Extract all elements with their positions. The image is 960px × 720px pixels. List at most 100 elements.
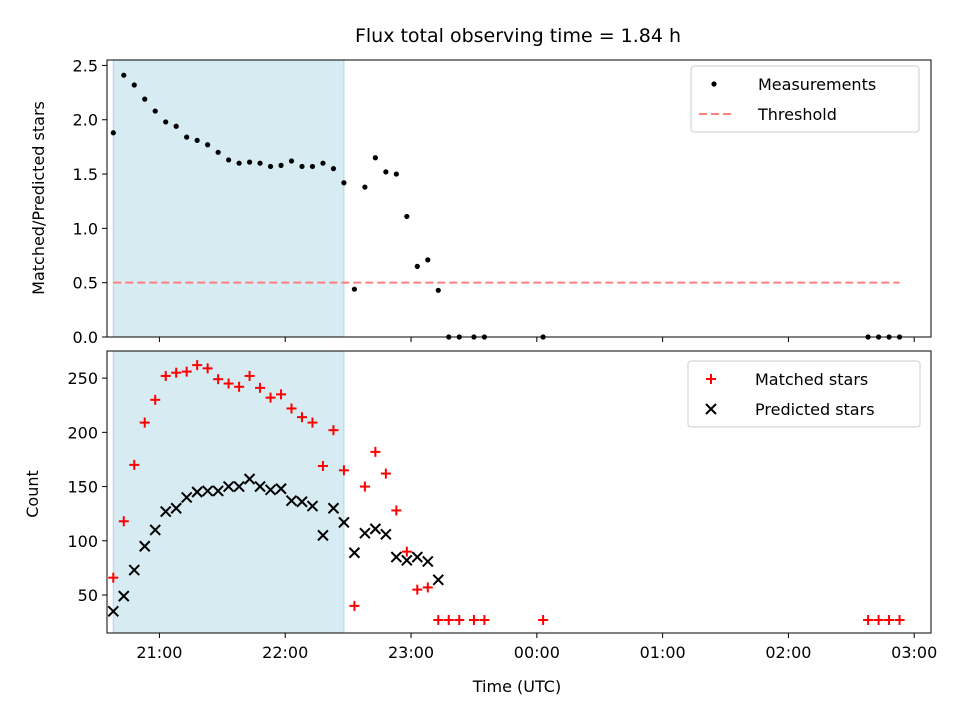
data-point	[264, 484, 277, 496]
x-b	[191, 486, 203, 498]
data-point	[121, 72, 127, 78]
data-point	[233, 480, 245, 493]
y-tick-label: 100	[67, 532, 98, 551]
data-point	[243, 473, 256, 485]
data-point	[246, 159, 253, 165]
x-b	[369, 523, 382, 535]
data-point	[108, 572, 119, 583]
legend-box	[687, 360, 921, 428]
data-point	[191, 486, 203, 498]
x-b	[139, 540, 151, 552]
data-point	[223, 378, 234, 389]
data-point	[317, 460, 328, 471]
data-point	[152, 108, 158, 114]
data-point	[150, 394, 161, 405]
legend-label: Predicted stars	[755, 400, 875, 419]
data-point	[118, 590, 130, 602]
x-b	[401, 554, 413, 567]
data-point	[468, 614, 479, 625]
x-b	[432, 574, 444, 586]
x-tick-label: 03:00	[891, 643, 937, 662]
data-point	[422, 555, 434, 568]
data-point	[201, 485, 214, 497]
y-tick-label: 150	[67, 478, 98, 497]
shaded-observing-span	[112, 350, 345, 634]
data-point	[351, 286, 358, 292]
data-point	[362, 184, 368, 190]
y-tick-label: 1.5	[73, 165, 98, 184]
data-point	[278, 162, 284, 168]
data-point	[160, 505, 172, 518]
data-point	[414, 263, 420, 269]
data-point	[265, 392, 276, 403]
x-b	[317, 529, 329, 542]
data-point	[894, 614, 905, 625]
data-point	[380, 468, 391, 479]
data-point	[479, 614, 490, 625]
data-point	[348, 547, 361, 559]
data-point	[443, 614, 454, 625]
x-b	[411, 551, 424, 563]
data-point	[383, 169, 389, 175]
x-b	[254, 480, 266, 493]
series-predicted-stars	[107, 473, 444, 618]
data-point	[192, 360, 203, 371]
data-point	[338, 516, 350, 529]
axes-frame	[106, 350, 932, 634]
legend-box	[690, 65, 920, 133]
series-matched-stars	[108, 360, 905, 625]
data-point	[538, 614, 549, 625]
data-point	[884, 614, 895, 625]
data-point	[299, 163, 305, 170]
x-b	[222, 480, 235, 493]
data-point	[422, 582, 433, 593]
x-tick-label: 02:00	[765, 643, 811, 662]
data-point	[390, 551, 403, 563]
y-tick-label: 1.0	[73, 219, 98, 238]
x-b	[160, 505, 172, 518]
data-point	[341, 180, 347, 186]
data-point	[236, 160, 242, 166]
data-point	[254, 480, 266, 493]
data-point	[255, 382, 266, 393]
data-point	[433, 614, 444, 625]
data-point	[181, 366, 192, 377]
x-axis-title: Time (UTC)	[472, 677, 561, 696]
x-b	[128, 564, 140, 576]
data-point	[359, 527, 371, 539]
x-b	[201, 485, 214, 497]
x-b	[149, 524, 161, 536]
data-point	[139, 540, 151, 552]
data-point	[142, 96, 148, 102]
data-point	[110, 130, 116, 136]
x-b	[422, 555, 434, 568]
x-b	[107, 605, 119, 618]
data-point	[296, 412, 307, 423]
y-tick-label: 2.0	[73, 111, 98, 130]
x-b	[390, 551, 403, 563]
x-b	[380, 528, 392, 541]
data-point	[411, 551, 424, 563]
x-b	[338, 516, 350, 529]
y-tick-label: 50	[78, 586, 98, 605]
data-point	[129, 459, 140, 470]
x-b	[170, 502, 182, 514]
data-point	[275, 483, 287, 495]
x-b	[233, 480, 245, 493]
data-point	[288, 158, 295, 164]
x-tick-label: 23:00	[388, 643, 434, 662]
data-point	[257, 160, 263, 166]
x-b	[348, 547, 361, 559]
data-point	[244, 370, 255, 381]
data-point	[307, 417, 318, 428]
data-point	[212, 485, 224, 497]
data-point	[226, 157, 232, 163]
y-tick-label: 250	[67, 369, 98, 388]
x-b	[180, 491, 193, 504]
axes-frame	[106, 59, 932, 338]
x-tick-label: 22:00	[262, 643, 308, 662]
legend-marker	[711, 81, 717, 87]
legend-label: Threshold	[757, 105, 837, 124]
data-point	[328, 425, 339, 436]
